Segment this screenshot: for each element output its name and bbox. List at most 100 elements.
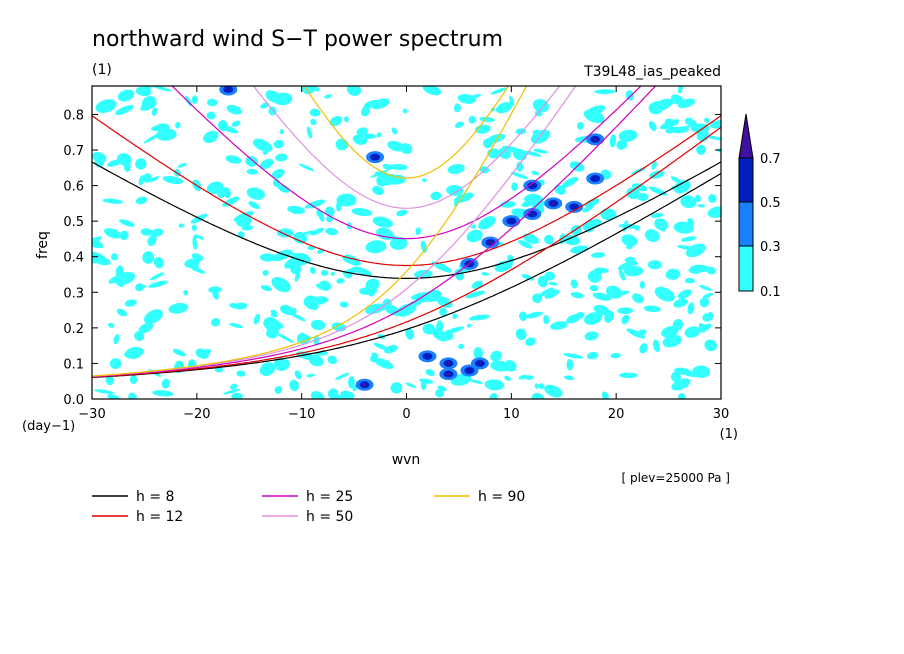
contour-blob (653, 339, 660, 353)
contour-blob (534, 383, 540, 389)
contour-blob (310, 319, 326, 331)
contour-blob (619, 372, 638, 379)
contour-blob (197, 235, 204, 240)
contour-blob (290, 263, 302, 275)
contour-blob (617, 307, 634, 314)
contour-blob (140, 99, 157, 111)
contour-blob (206, 111, 216, 120)
contour-blob (460, 93, 482, 103)
contour-blob (325, 227, 338, 236)
contour-blob (436, 320, 444, 334)
contour-blob (245, 156, 258, 167)
contour-blob (343, 116, 349, 123)
contour-blob (468, 314, 491, 321)
contour-blob (92, 251, 107, 261)
contour-blob (396, 209, 408, 217)
contour-blob (673, 221, 694, 234)
contour-blob (422, 86, 442, 96)
contour-blob (586, 351, 599, 360)
contour-blob (143, 309, 163, 324)
contour-blob (695, 194, 701, 203)
contour-blob (537, 275, 548, 288)
x-axis-unit: (1) (720, 427, 738, 442)
dispersion-curve-h8 (92, 161, 721, 279)
contour-blob (114, 271, 136, 285)
contour-blob (490, 87, 507, 95)
contour-blob (315, 283, 327, 290)
contour-blob (624, 256, 636, 263)
contour-blob (151, 107, 158, 116)
contour-blob (601, 391, 609, 399)
contour-blob (539, 287, 555, 297)
contour-blob (653, 101, 665, 106)
contour-blob (206, 98, 218, 107)
contour-level-0.5 (527, 182, 538, 190)
contour-blob (309, 266, 316, 275)
contour-level-0.5 (464, 367, 475, 375)
contour-blob (275, 358, 290, 371)
legend-label: h = 12 (136, 509, 183, 525)
contour-blob (434, 389, 444, 398)
contour-blob (439, 307, 447, 317)
dispersion-curve-h25 (92, 86, 657, 378)
contour-blob (306, 373, 315, 378)
contour-blob (168, 302, 189, 314)
contour-blob (583, 109, 605, 124)
colorbar-label: 0.7 (760, 152, 781, 167)
contour-blob (582, 205, 594, 213)
contour-blob (643, 305, 661, 313)
contour-blob (699, 284, 712, 291)
contour-blob (575, 311, 585, 320)
contour-blob (704, 339, 717, 352)
contour-level-0.7 (446, 372, 451, 376)
contour-blob (294, 370, 302, 380)
contour-blob (486, 133, 506, 144)
y-tick-label: 0.6 (63, 180, 84, 195)
contour-blob (365, 278, 380, 291)
contour-blob (372, 185, 384, 195)
contour-blob (226, 104, 243, 115)
axis-ticks: −30 −20 −10 0 10 20 30 0.0 0.1 0.2 0.3 0.4 0.5 0.6 0.7… (63, 86, 729, 422)
contour-blob (616, 139, 628, 150)
contour-blob (361, 105, 371, 117)
contour-blob (509, 95, 515, 107)
contour-blob (709, 119, 721, 129)
contour-blob (446, 184, 464, 196)
contour-blob (605, 285, 623, 299)
contour-blob (453, 103, 461, 113)
contour-blob (521, 274, 535, 281)
contour-level-0.7 (593, 137, 598, 141)
dispersion-curve-h8 (92, 172, 721, 379)
contour-blob (391, 127, 398, 135)
contour-blob (136, 199, 142, 204)
contour-blob (389, 236, 408, 250)
x-axis-label: wvn (392, 452, 421, 468)
contour-blob (697, 204, 706, 208)
contour-blob (490, 350, 502, 362)
contour-blob (383, 304, 401, 316)
contour-blob (273, 139, 284, 149)
contour-blob (696, 323, 712, 333)
contour-blob (289, 379, 299, 392)
contour-blob (543, 315, 550, 325)
colorbar-label: 0.1 (760, 285, 781, 300)
contour-blob (320, 270, 329, 276)
legend-label: h = 90 (478, 489, 525, 505)
contour-blob (680, 195, 697, 209)
contour-blob (396, 303, 417, 317)
contour-blob (298, 163, 315, 172)
contour-blob (348, 376, 355, 389)
contour-blob (272, 249, 293, 262)
contour-blob (294, 270, 301, 282)
contour-blob (535, 102, 545, 107)
contour-blob (365, 240, 387, 254)
contour-blob (621, 234, 638, 247)
contour-blob (699, 297, 710, 308)
contour-blob (335, 138, 349, 151)
contour-blob (544, 234, 554, 245)
contour-blob (246, 168, 259, 175)
chart-subtitle-left: (1) (92, 62, 112, 78)
contour-blob (152, 390, 174, 397)
x-tick-label: 10 (503, 407, 520, 422)
contour-blob (259, 253, 276, 262)
